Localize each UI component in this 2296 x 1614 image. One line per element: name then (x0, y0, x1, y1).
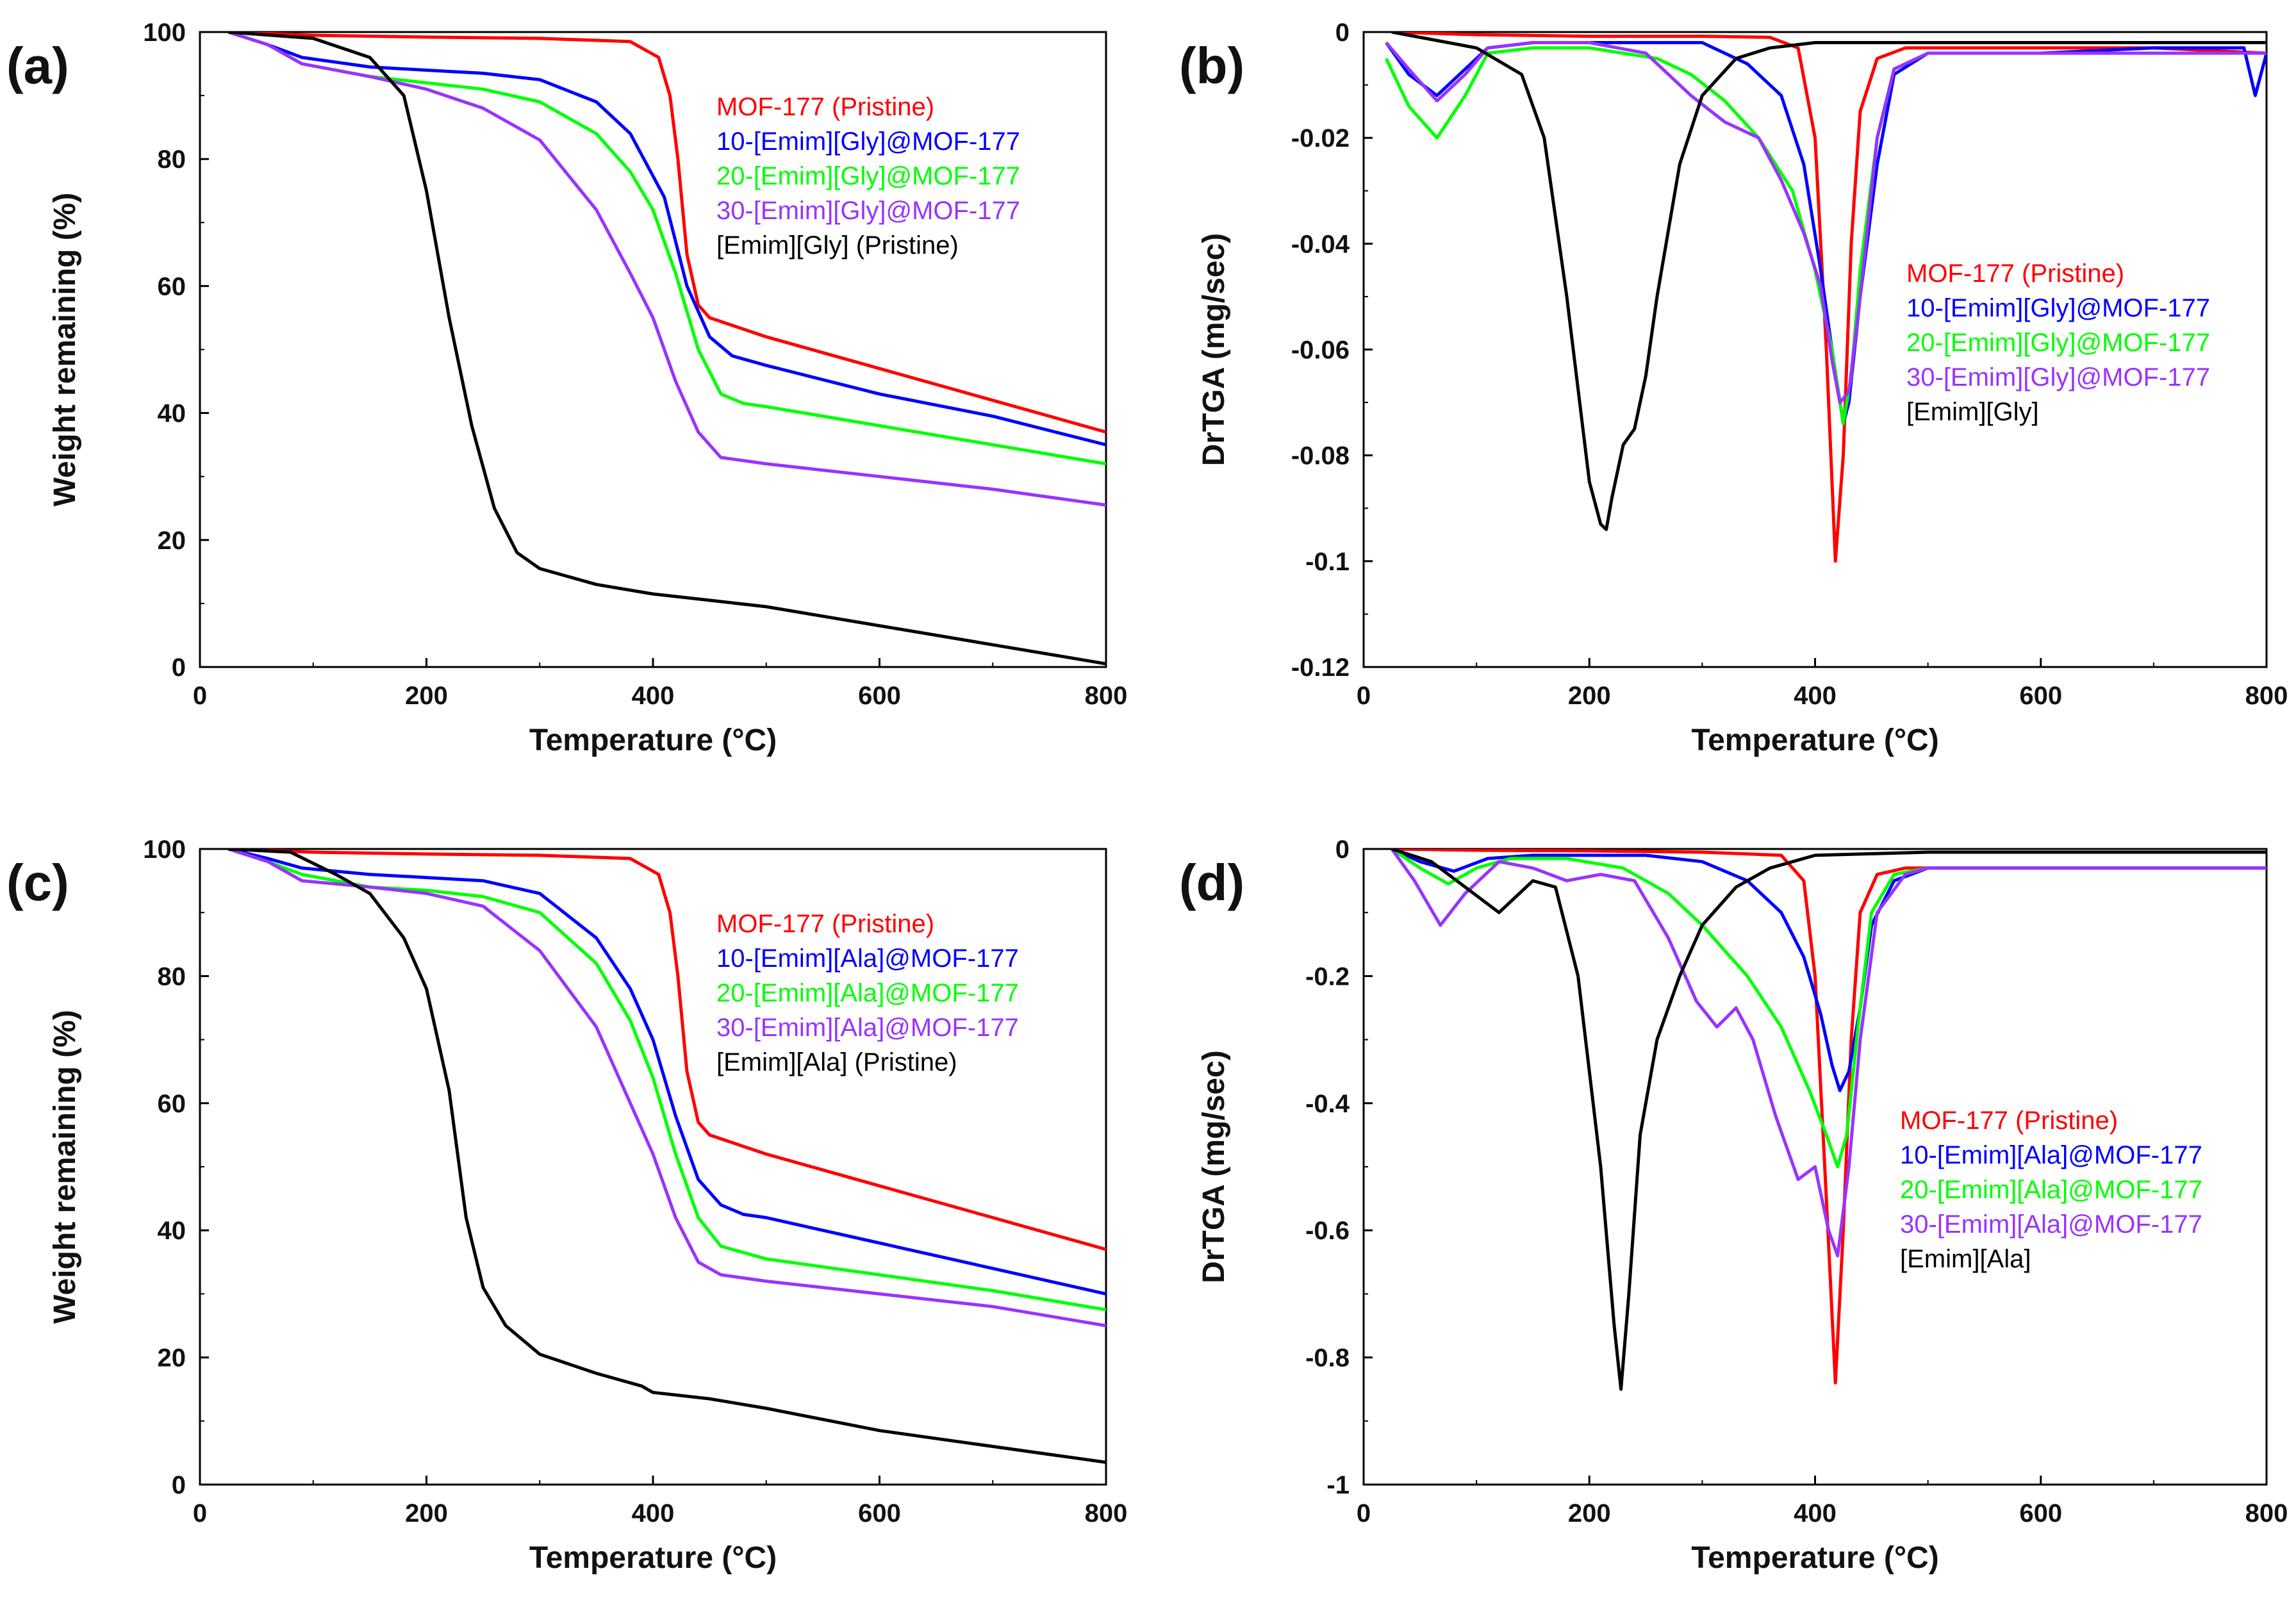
y-tick-label: 40 (158, 400, 186, 428)
y-tick-label: 80 (158, 962, 186, 991)
series-line-1 (228, 32, 1106, 434)
panel-label: (c) (6, 854, 69, 911)
legend-entry-1: MOF-177 (Pristine) (716, 93, 934, 121)
legend-entry-3: 20-[Emim][Gly]@MOF-177 (1906, 329, 2210, 357)
legend-entry-2: 10-[Emim][Ala]@MOF-177 (1900, 1141, 2202, 1169)
panel-label: (d) (1179, 854, 1244, 911)
x-axis-title: Temperature (°C) (529, 1541, 777, 1575)
panel-c: 0 200 400 600 800 0 20 40 60 80 100 Temperature (°C… (6, 836, 1127, 1575)
legend-entry-2: 10-[Emim][Gly]@MOF-177 (1906, 294, 2210, 322)
y-tick-label: -0.08 (1291, 442, 1350, 470)
y-tick-label: 40 (158, 1217, 186, 1245)
series-line-5 (228, 849, 1106, 1464)
legend-entry-5: [Emim][Gly] (Pristine) (716, 231, 959, 259)
y-axis-title: Weight remaining (%) (48, 1010, 82, 1324)
y-tick-label: -1 (1326, 1471, 1350, 1499)
x-tick-label: 600 (858, 682, 901, 710)
y-tick-label: -0.8 (1305, 1344, 1350, 1372)
y-tick-label: -0.6 (1305, 1217, 1350, 1245)
legend-entry-5: [Emim][Ala] (1900, 1245, 2031, 1273)
series-line-4 (1390, 849, 2267, 1258)
x-tick-label: 400 (632, 682, 675, 710)
panel-label: (a) (6, 37, 69, 94)
series-line-3 (1391, 849, 2267, 1169)
y-tick-label: -0.4 (1305, 1090, 1350, 1118)
x-tick-label: 800 (1085, 682, 1128, 710)
y-tick-label: 0 (1335, 19, 1350, 47)
x-tick-label: 800 (2245, 1499, 2288, 1528)
x-tick-label: 200 (405, 682, 448, 710)
x-tick-label: 0 (193, 1499, 207, 1528)
series-line-1 (1391, 32, 2267, 563)
legend-entry-2: 10-[Emim][Gly]@MOF-177 (716, 128, 1020, 156)
legend-entry-3: 20-[Emim][Ala]@MOF-177 (1900, 1176, 2202, 1204)
y-tick-label: -0.12 (1291, 654, 1350, 682)
y-tick-label: 0 (172, 1471, 186, 1499)
x-tick-label: 400 (632, 1499, 675, 1528)
x-tick-label: 600 (2019, 1499, 2062, 1528)
panel-b: 0 200 400 600 800 0 -0.02 -0.04 -0.06 -0.08 -0.1 -0… (1179, 19, 2288, 757)
legend-entry-3: 20-[Emim][Ala]@MOF-177 (716, 979, 1019, 1007)
series-line-2 (1391, 849, 2267, 1092)
y-tick-label: 0 (172, 654, 186, 682)
y-tick-label: 100 (143, 19, 186, 47)
y-tick-label: -0.02 (1291, 124, 1350, 152)
series-line-5 (1391, 849, 2267, 1391)
x-tick-label: 200 (1568, 1499, 1611, 1528)
series-line-4 (227, 32, 1106, 507)
legend-entry-4: 30-[Emim][Gly]@MOF-177 (716, 197, 1020, 225)
panel-label: (b) (1179, 37, 1244, 94)
panel-a: 0 200 400 600 800 0 20 40 60 80 100 Temperature (°C… (6, 19, 1127, 757)
y-tick-label: 0 (1335, 836, 1350, 864)
x-tick-label: 0 (1357, 682, 1371, 710)
y-axis-title: DrTGA (mg/sec) (1197, 1050, 1231, 1283)
y-tick-label: -0.06 (1291, 336, 1350, 365)
y-tick-label: -0.04 (1291, 230, 1350, 258)
x-tick-label: 800 (2245, 682, 2288, 710)
y-tick-label: 80 (158, 145, 186, 174)
y-tick-label: -0.1 (1305, 548, 1350, 576)
x-tick-label: 0 (193, 682, 207, 710)
y-tick-label: 100 (143, 836, 186, 864)
legend-entry-4: 30-[Emim][Ala]@MOF-177 (1900, 1210, 2202, 1239)
x-tick-label: 400 (1794, 1499, 1837, 1528)
series-line-2 (227, 849, 1106, 1296)
legend-entry-1: MOF-177 (Pristine) (1900, 1107, 2118, 1135)
panel-d: 0 200 400 600 800 0 -0.2 -0.4 -0.6 -0.8 -1 Temperat… (1179, 836, 2288, 1575)
series-line-3 (227, 849, 1106, 1312)
legend-entry-1: MOF-177 (Pristine) (1906, 259, 2124, 288)
x-tick-label: 600 (2019, 682, 2062, 710)
series-line-5 (228, 32, 1106, 666)
x-tick-label: 200 (1568, 682, 1611, 710)
y-axis-title: Weight remaining (%) (48, 193, 82, 507)
series-line-1 (1391, 849, 2267, 1385)
y-tick-label: 20 (158, 1344, 186, 1372)
x-tick-label: 200 (405, 1499, 448, 1528)
y-axis-title: DrTGA (mg/sec) (1197, 233, 1231, 466)
series-line-3 (227, 32, 1106, 466)
legend-entry-5: [Emim][Gly] (1906, 398, 2039, 426)
legend-entry-4: 30-[Emim][Gly]@MOF-177 (1906, 363, 2210, 391)
series-line-1 (228, 849, 1106, 1251)
x-tick-label: 400 (1794, 682, 1837, 710)
x-tick-label: 800 (1085, 1499, 1128, 1528)
y-tick-label: 60 (158, 1090, 186, 1118)
x-tick-label: 0 (1357, 1499, 1371, 1528)
y-tick-label: -0.2 (1305, 962, 1350, 991)
legend-entry-1: MOF-177 (Pristine) (716, 910, 934, 938)
legend-entry-3: 20-[Emim][Gly]@MOF-177 (716, 162, 1020, 190)
x-axis-title: Temperature (°C) (529, 723, 777, 757)
y-tick-label: 20 (158, 527, 186, 555)
legend-entry-5: [Emim][Ala] (Pristine) (716, 1048, 957, 1076)
y-tick-label: 60 (158, 272, 186, 301)
series-line-5 (1391, 32, 2267, 531)
series-line-2 (227, 32, 1106, 447)
legend-entry-4: 30-[Emim][Ala]@MOF-177 (716, 1014, 1019, 1042)
x-axis-title: Temperature (°C) (1691, 1541, 1938, 1575)
legend-entry-2: 10-[Emim][Ala]@MOF-177 (716, 944, 1019, 973)
x-axis-title: Temperature (°C) (1691, 723, 1938, 757)
x-tick-label: 600 (858, 1499, 901, 1528)
